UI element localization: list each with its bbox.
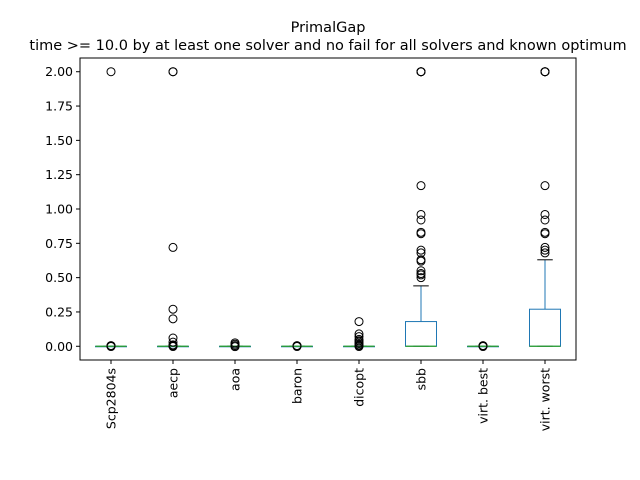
outlier-point bbox=[168, 342, 178, 352]
outlier-point bbox=[540, 248, 550, 258]
outlier-point bbox=[354, 342, 364, 352]
outlier-point bbox=[540, 181, 550, 191]
outlier-point bbox=[540, 242, 550, 252]
outlier-point bbox=[416, 215, 426, 225]
outlier-point bbox=[416, 245, 426, 255]
outlier-point bbox=[106, 67, 116, 77]
outlier-point bbox=[416, 181, 426, 191]
y-tick-label: 0.25 bbox=[45, 304, 73, 319]
outlier-point bbox=[416, 270, 426, 280]
x-tick-label: aoa bbox=[228, 368, 243, 391]
outlier-point bbox=[168, 314, 178, 324]
chart-title: PrimalGap bbox=[291, 20, 366, 36]
outlier-point bbox=[292, 342, 302, 352]
y-tick-label: 1.75 bbox=[45, 99, 73, 114]
outlier-point bbox=[416, 256, 426, 266]
outlier-point bbox=[540, 229, 550, 239]
y-tick-label: 1.50 bbox=[45, 133, 73, 148]
x-tick-label: baron bbox=[290, 368, 305, 404]
x-tick-label: virt. best bbox=[476, 368, 491, 424]
outlier-point bbox=[540, 209, 550, 219]
outlier-point bbox=[540, 245, 550, 255]
outlier-point bbox=[540, 215, 550, 225]
x-tick-label: aecp bbox=[166, 368, 181, 398]
y-tick-label: 2.00 bbox=[45, 64, 73, 79]
outlier-point bbox=[168, 337, 178, 347]
x-tick-label: sbb bbox=[414, 368, 429, 390]
outlier-point bbox=[106, 342, 116, 352]
outlier-point bbox=[168, 67, 178, 77]
outlier-point bbox=[416, 273, 426, 283]
x-tick-label: virt. worst bbox=[538, 368, 553, 431]
x-tick-label: Scp2804s bbox=[104, 368, 119, 429]
plot-area: 0.00 0.25 0.50 0.75 1.00 1.25 1.50 1.75 2.00 Scp2… bbox=[45, 64, 561, 431]
outlier-point bbox=[416, 67, 426, 77]
outlier-point bbox=[354, 317, 364, 327]
y-tick-label: 0.00 bbox=[45, 339, 73, 354]
outlier-point bbox=[168, 242, 178, 252]
y-tick-label: 0.75 bbox=[45, 236, 73, 251]
outlier-point bbox=[230, 342, 240, 352]
chart-subtitle: time >= 10.0 by at least one solver and … bbox=[29, 38, 626, 54]
outlier-point bbox=[416, 229, 426, 239]
box-iqr bbox=[529, 308, 561, 347]
x-tick-label: dicopt bbox=[352, 368, 367, 407]
axes-frame bbox=[79, 57, 577, 361]
outlier-point bbox=[416, 266, 426, 276]
outlier-point bbox=[168, 304, 178, 314]
outlier-point bbox=[416, 209, 426, 219]
box-iqr bbox=[405, 321, 437, 347]
y-tick-label: 0.50 bbox=[45, 270, 73, 285]
y-tick-label: 1.25 bbox=[45, 167, 73, 182]
y-tick-label: 1.00 bbox=[45, 202, 73, 217]
outlier-point bbox=[478, 342, 488, 352]
outlier-point bbox=[540, 67, 550, 77]
